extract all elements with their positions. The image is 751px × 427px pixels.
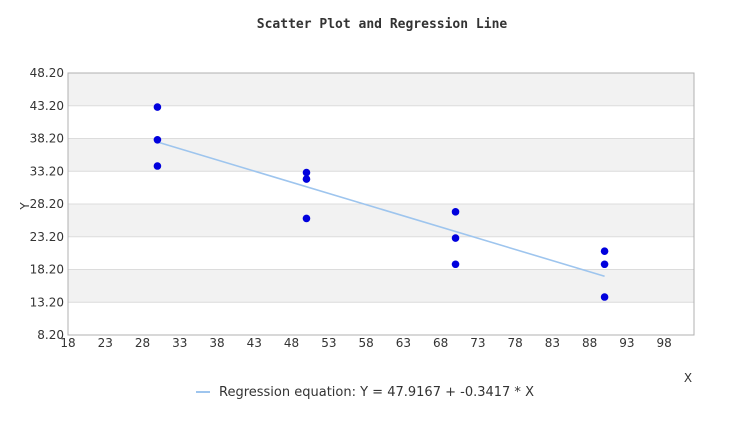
scatter-point [153,136,162,144]
x-tick-label: 73 [470,336,485,350]
y-tick-label: 48.20 [30,66,64,80]
x-tick-label: 78 [508,336,523,350]
x-tick-label: 93 [619,336,634,350]
scatter-point [451,260,460,269]
background-band [68,138,694,172]
y-tick-label: 23.20 [30,230,64,244]
scatter-point [153,162,162,170]
background-band [68,302,694,335]
x-tick-label: 23 [98,336,113,350]
x-axis-label: X [684,371,692,385]
y-tick-label: 38.20 [30,132,64,146]
plot-area [67,72,695,336]
scatter-point [451,234,460,242]
scatter-point [451,208,460,216]
legend: Regression equation: Y = 47.9167 + -0.34… [196,385,534,400]
legend-label: Regression equation: Y = 47.9167 + -0.34… [219,385,534,400]
x-tick-label: 63 [396,336,411,350]
x-tick-label: 83 [545,336,560,350]
x-tick-label: 18 [60,336,75,350]
y-tick-label: 8.20 [37,328,64,342]
x-tick-label: 28 [135,336,150,350]
y-axis-ticks: 8.20 13.20 18.20 23.20 28.20 33.20 38.20 43.20 4… [30,66,64,342]
background-band [68,171,694,204]
y-tick-label: 33.20 [30,164,64,178]
y-tick-label: 28.20 [30,197,64,211]
x-tick-label: 88 [582,336,597,350]
scatter-point [302,214,311,223]
x-tick-label: 58 [358,336,373,350]
x-tick-label: 68 [433,336,448,350]
background-band [68,236,694,270]
regression-line [157,141,605,278]
x-tick-label: 98 [657,336,672,350]
y-tick-label: 13.20 [30,295,64,309]
y-axis-label: Y [18,202,32,211]
y-tick-label: 43.20 [30,99,64,113]
x-tick-label: 38 [209,336,224,350]
scatter-point [302,168,311,177]
background-band [68,105,694,139]
x-tick-label: 33 [172,336,187,350]
scatter-point [302,175,311,183]
y-tick-label: 18.20 [30,263,64,277]
x-axis-ticks: 18 23 28 33 38 43 48 53 58 63 68 73 78 83 88 93 98 [60,336,671,350]
background-band [68,269,694,303]
x-tick-label: 48 [284,336,299,350]
scatter-point [600,247,609,255]
scatter-point [600,260,609,269]
x-tick-label: 53 [321,336,336,350]
chart-title: Scatter Plot and Regression Line [257,17,508,32]
scatter-point [153,103,162,111]
x-tick-label: 43 [247,336,262,350]
background-band [68,73,694,106]
scatter-point [600,293,609,301]
scatter-points [153,103,609,301]
